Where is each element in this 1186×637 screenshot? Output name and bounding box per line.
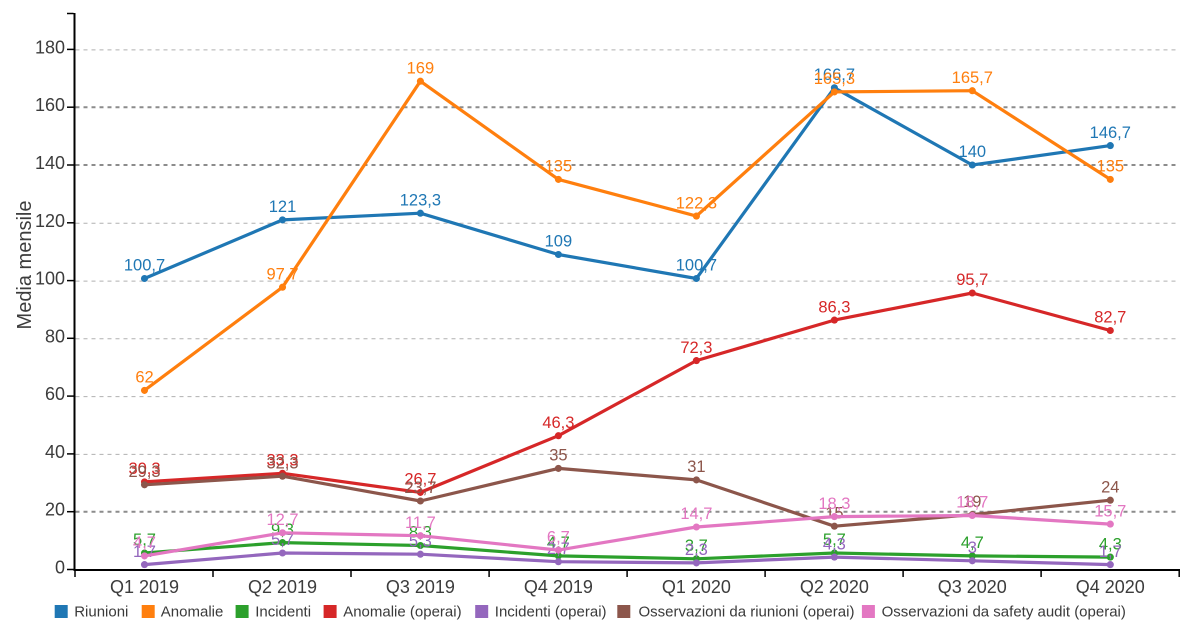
svg-text:146,7: 146,7	[1090, 124, 1131, 142]
svg-text:1,7: 1,7	[1099, 543, 1122, 561]
svg-text:Q2 2020: Q2 2020	[800, 577, 869, 597]
svg-text:30,3: 30,3	[128, 460, 160, 478]
svg-text:4,7: 4,7	[961, 534, 984, 552]
svg-text:86,3: 86,3	[818, 298, 850, 316]
svg-text:5,7: 5,7	[271, 531, 294, 549]
svg-text:160: 160	[35, 95, 65, 115]
svg-text:Anomalie: Anomalie	[161, 604, 224, 621]
svg-text:11,7: 11,7	[405, 514, 436, 532]
svg-text:5,7: 5,7	[133, 531, 156, 549]
svg-text:166,7: 166,7	[814, 66, 855, 84]
svg-text:Q3 2020: Q3 2020	[938, 577, 1007, 597]
svg-text:100,7: 100,7	[676, 257, 717, 275]
svg-text:Q4 2019: Q4 2019	[524, 577, 593, 597]
svg-text:109: 109	[545, 233, 573, 251]
svg-text:165,7: 165,7	[952, 69, 993, 87]
svg-text:4,7: 4,7	[133, 534, 156, 552]
svg-text:80: 80	[45, 326, 65, 346]
svg-text:Incidenti: Incidenti	[255, 604, 311, 621]
svg-text:Anomalie (operai): Anomalie (operai)	[343, 604, 461, 621]
svg-text:100,7: 100,7	[124, 257, 165, 275]
svg-text:165,3: 165,3	[814, 70, 855, 88]
svg-text:12,7: 12,7	[266, 511, 298, 529]
svg-text:72,3: 72,3	[680, 339, 712, 357]
svg-text:18,7: 18,7	[956, 494, 988, 512]
svg-text:4,3: 4,3	[1099, 535, 1122, 553]
svg-text:120: 120	[35, 211, 65, 231]
svg-text:26,7: 26,7	[404, 471, 436, 489]
svg-text:Riunioni: Riunioni	[74, 604, 128, 621]
svg-text:140: 140	[35, 153, 65, 173]
svg-text:40: 40	[45, 442, 65, 462]
svg-text:Q1 2019: Q1 2019	[110, 577, 179, 597]
svg-text:5,7: 5,7	[823, 531, 846, 549]
svg-text:Media mensile: Media mensile	[14, 201, 36, 330]
svg-text:0: 0	[55, 558, 65, 578]
svg-text:46,3: 46,3	[542, 414, 574, 432]
svg-text:15,7: 15,7	[1094, 502, 1126, 520]
svg-text:Q2 2019: Q2 2019	[248, 577, 317, 597]
svg-text:82,7: 82,7	[1094, 309, 1126, 327]
svg-text:20: 20	[45, 500, 65, 520]
svg-text:3: 3	[968, 539, 977, 557]
svg-text:35: 35	[549, 447, 567, 465]
svg-text:135: 135	[545, 158, 573, 176]
svg-text:95,7: 95,7	[956, 271, 988, 289]
svg-text:Q4 2020: Q4 2020	[1076, 577, 1145, 597]
svg-text:62: 62	[135, 369, 153, 387]
svg-text:123,3: 123,3	[400, 191, 441, 209]
svg-text:29,3: 29,3	[128, 463, 160, 481]
svg-text:3,7: 3,7	[685, 537, 708, 555]
svg-text:140: 140	[959, 143, 987, 161]
svg-text:100: 100	[35, 269, 65, 289]
svg-text:180: 180	[35, 37, 65, 57]
svg-text:32,3: 32,3	[266, 454, 298, 472]
svg-text:4,3: 4,3	[823, 535, 846, 553]
svg-text:31: 31	[687, 458, 705, 476]
svg-text:Q1 2020: Q1 2020	[662, 577, 731, 597]
svg-text:122,3: 122,3	[676, 194, 717, 212]
svg-text:97,7: 97,7	[266, 265, 298, 283]
svg-text:33,3: 33,3	[266, 452, 298, 470]
svg-text:14,7: 14,7	[680, 505, 712, 523]
svg-text:Osservazioni da safety audit (: Osservazioni da safety audit (operai)	[882, 604, 1126, 621]
svg-text:Q3 2019: Q3 2019	[386, 577, 455, 597]
svg-text:135: 135	[1097, 158, 1125, 176]
svg-text:18,3: 18,3	[818, 495, 850, 513]
svg-text:60: 60	[45, 384, 65, 404]
svg-text:19: 19	[963, 493, 981, 511]
svg-text:Incidenti (operai): Incidenti (operai)	[495, 604, 607, 621]
svg-text:6,7: 6,7	[547, 528, 570, 546]
svg-text:24: 24	[1101, 478, 1119, 496]
svg-text:Osservazioni da riunioni (oper: Osservazioni da riunioni (operai)	[639, 604, 855, 621]
svg-text:169: 169	[407, 59, 435, 77]
svg-text:121: 121	[269, 198, 297, 216]
svg-text:2,3: 2,3	[685, 541, 708, 559]
svg-text:23,7: 23,7	[404, 479, 436, 497]
